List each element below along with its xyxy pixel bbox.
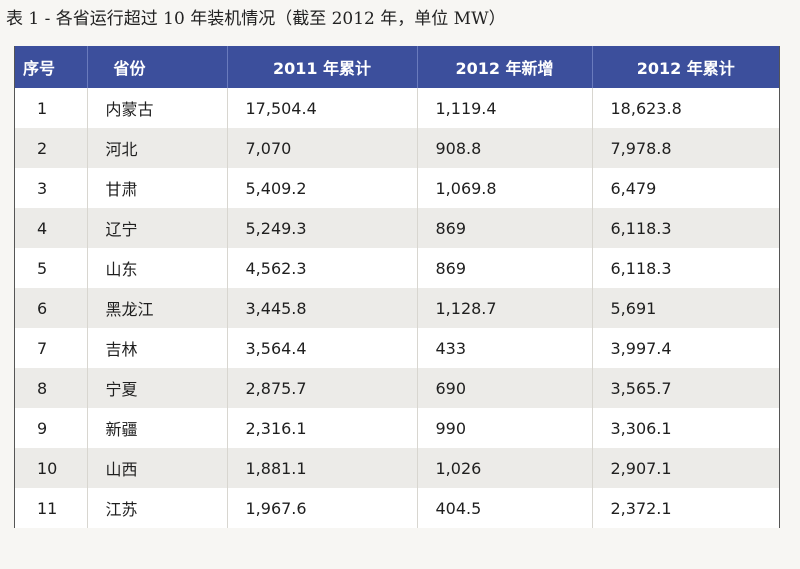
cell-2012-cumulative: 3,565.7 — [591, 368, 779, 408]
cell-2012-new: 1,128.7 — [416, 288, 592, 328]
cell-2012-new: 690 — [416, 368, 592, 408]
cell-2012-cumulative: 5,691 — [591, 288, 779, 328]
header-2012-cumulative: 2012 年累计 — [591, 46, 779, 88]
cell-2012-cumulative: 3,997.4 — [591, 328, 779, 368]
cell-province: 内蒙古 — [86, 88, 227, 128]
table-row: 5 山东 4,562.3 869 6,118.3 — [15, 248, 779, 288]
table-row: 6 黑龙江 3,445.8 1,128.7 5,691 — [15, 288, 779, 328]
cell-2011-cumulative: 1,967.6 — [226, 488, 417, 528]
cell-2012-cumulative: 18,623.8 — [591, 88, 779, 128]
cell-province: 黑龙江 — [86, 288, 227, 328]
header-2011-cumulative: 2011 年累计 — [226, 46, 417, 88]
cell-2012-cumulative: 6,118.3 — [591, 248, 779, 288]
cell-2012-new: 1,069.8 — [416, 168, 592, 208]
cell-2012-cumulative: 3,306.1 — [591, 408, 779, 448]
table-row: 11 江苏 1,967.6 404.5 2,372.1 — [15, 488, 779, 528]
table-row: 9 新疆 2,316.1 990 3,306.1 — [15, 408, 779, 448]
cell-province: 山西 — [86, 448, 227, 488]
cell-2012-cumulative: 7,978.8 — [591, 128, 779, 168]
cell-2011-cumulative: 3,564.4 — [226, 328, 417, 368]
header-province: 省份 — [86, 46, 227, 88]
cell-2011-cumulative: 5,249.3 — [226, 208, 417, 248]
table-row: 2 河北 7,070 908.8 7,978.8 — [15, 128, 779, 168]
header-2012-new: 2012 年新增 — [416, 46, 592, 88]
cell-index: 3 — [15, 168, 87, 208]
cell-index: 5 — [15, 248, 87, 288]
cell-2012-new: 869 — [416, 208, 592, 248]
cell-2011-cumulative: 1,881.1 — [226, 448, 417, 488]
cell-2011-cumulative: 2,316.1 — [226, 408, 417, 448]
cell-index: 8 — [15, 368, 87, 408]
cell-province: 新疆 — [86, 408, 227, 448]
table-row: 10 山西 1,881.1 1,026 2,907.1 — [15, 448, 779, 488]
cell-2011-cumulative: 4,562.3 — [226, 248, 417, 288]
cell-2012-new: 1,119.4 — [416, 88, 592, 128]
cell-province: 山东 — [86, 248, 227, 288]
cell-2011-cumulative: 5,409.2 — [226, 168, 417, 208]
cell-province: 河北 — [86, 128, 227, 168]
cell-index: 4 — [15, 208, 87, 248]
cell-2012-cumulative: 6,479 — [591, 168, 779, 208]
cell-province: 甘肃 — [86, 168, 227, 208]
cell-2012-cumulative: 2,372.1 — [591, 488, 779, 528]
cell-index: 6 — [15, 288, 87, 328]
cell-2012-new: 433 — [416, 328, 592, 368]
cell-2011-cumulative: 2,875.7 — [226, 368, 417, 408]
cell-2012-new: 990 — [416, 408, 592, 448]
header-index: 序号 — [15, 46, 87, 88]
cell-index: 9 — [15, 408, 87, 448]
cell-2011-cumulative: 7,070 — [226, 128, 417, 168]
table-row: 1 内蒙古 17,504.4 1,119.4 18,623.8 — [15, 88, 779, 128]
cell-2012-new: 404.5 — [416, 488, 592, 528]
table-header-row: 序号 省份 2011 年累计 2012 年新增 2012 年累计 — [15, 46, 779, 88]
installed-capacity-table: 序号 省份 2011 年累计 2012 年新增 2012 年累计 1 内蒙古 17,… — [14, 46, 780, 528]
cell-index: 2 — [15, 128, 87, 168]
cell-2011-cumulative: 3,445.8 — [226, 288, 417, 328]
cell-province: 宁夏 — [86, 368, 227, 408]
cell-province: 辽宁 — [86, 208, 227, 248]
cell-2012-new: 908.8 — [416, 128, 592, 168]
table-row: 8 宁夏 2,875.7 690 3,565.7 — [15, 368, 779, 408]
table-caption: 表 1 - 各省运行超过 10 年装机情况（截至 2012 年，单位 MW） — [6, 9, 506, 29]
table-row: 7 吉林 3,564.4 433 3,997.4 — [15, 328, 779, 368]
cell-index: 10 — [15, 448, 87, 488]
table-row: 4 辽宁 5,249.3 869 6,118.3 — [15, 208, 779, 248]
cell-2012-new: 869 — [416, 248, 592, 288]
cell-province: 吉林 — [86, 328, 227, 368]
cell-index: 11 — [15, 488, 87, 528]
cell-2011-cumulative: 17,504.4 — [226, 88, 417, 128]
cell-2012-new: 1,026 — [416, 448, 592, 488]
cell-2012-cumulative: 6,118.3 — [591, 208, 779, 248]
cell-province: 江苏 — [86, 488, 227, 528]
cell-index: 1 — [15, 88, 87, 128]
table-row: 3 甘肃 5,409.2 1,069.8 6,479 — [15, 168, 779, 208]
cell-index: 7 — [15, 328, 87, 368]
cell-2012-cumulative: 2,907.1 — [591, 448, 779, 488]
